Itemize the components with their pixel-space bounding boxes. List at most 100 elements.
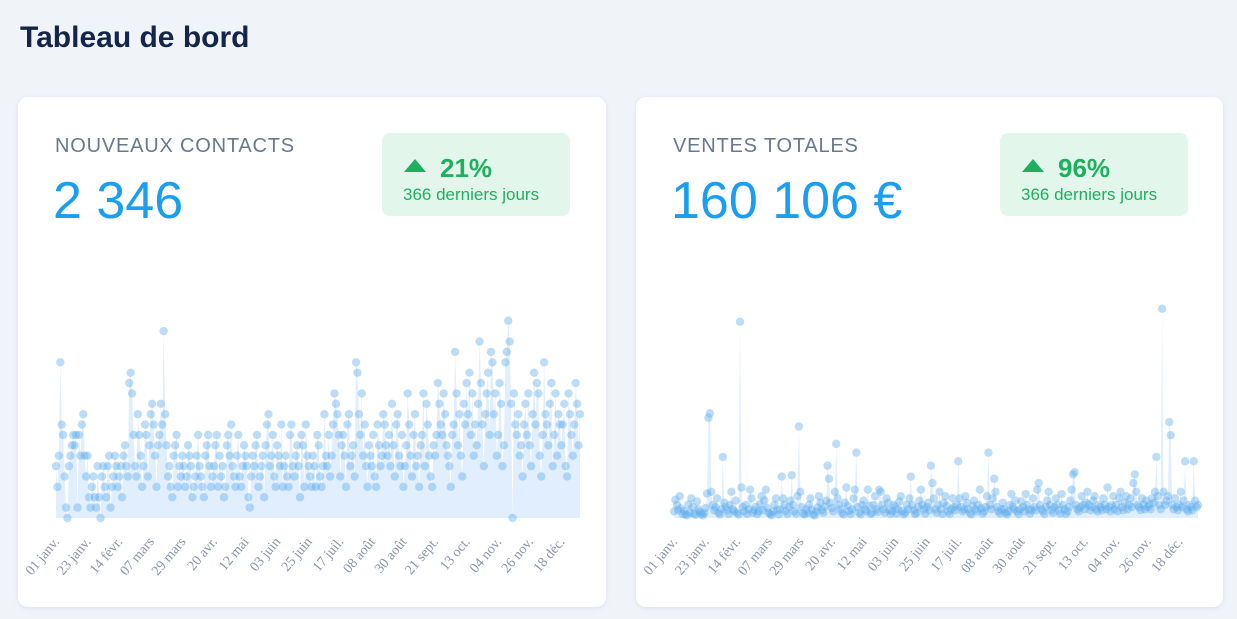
point bbox=[913, 502, 923, 512]
point bbox=[734, 510, 743, 519]
point bbox=[61, 503, 71, 512]
point bbox=[1081, 498, 1091, 507]
point bbox=[935, 487, 944, 497]
point bbox=[119, 451, 128, 460]
point bbox=[84, 493, 94, 502]
point bbox=[1078, 500, 1088, 510]
point bbox=[1140, 505, 1150, 514]
point bbox=[340, 451, 349, 460]
point bbox=[1176, 487, 1185, 497]
point bbox=[674, 505, 683, 515]
point bbox=[1132, 487, 1141, 497]
point bbox=[697, 509, 706, 519]
point bbox=[763, 503, 772, 513]
point bbox=[715, 510, 725, 519]
point bbox=[1024, 505, 1033, 514]
point bbox=[443, 451, 453, 460]
point bbox=[373, 420, 382, 429]
point bbox=[374, 441, 384, 450]
point bbox=[1178, 502, 1187, 512]
point bbox=[843, 501, 852, 510]
point bbox=[840, 498, 850, 507]
point bbox=[833, 494, 842, 503]
point bbox=[1004, 507, 1013, 516]
point bbox=[1083, 487, 1092, 497]
point bbox=[380, 420, 389, 429]
point bbox=[998, 498, 1007, 507]
point bbox=[879, 505, 888, 514]
point bbox=[389, 441, 398, 450]
change-value: 96% bbox=[1058, 153, 1110, 183]
point bbox=[280, 461, 289, 471]
point bbox=[156, 399, 165, 409]
point bbox=[916, 485, 926, 494]
point bbox=[997, 505, 1006, 514]
point bbox=[60, 472, 69, 481]
point bbox=[850, 485, 860, 494]
point bbox=[203, 430, 213, 440]
point bbox=[946, 505, 956, 514]
point bbox=[1129, 478, 1138, 488]
point bbox=[740, 507, 749, 516]
point bbox=[1182, 505, 1191, 514]
point bbox=[817, 505, 827, 515]
point bbox=[1027, 505, 1036, 515]
point bbox=[1101, 505, 1111, 514]
point bbox=[371, 482, 381, 492]
point bbox=[1038, 507, 1048, 516]
point bbox=[393, 409, 402, 419]
point bbox=[801, 505, 811, 514]
point bbox=[331, 399, 341, 409]
point bbox=[509, 389, 519, 398]
point bbox=[404, 420, 414, 429]
point bbox=[1134, 502, 1144, 512]
point bbox=[430, 451, 440, 460]
point bbox=[921, 509, 930, 518]
point bbox=[844, 506, 854, 516]
point bbox=[498, 461, 507, 471]
point bbox=[224, 430, 233, 440]
point bbox=[748, 508, 758, 517]
point bbox=[962, 498, 972, 507]
point bbox=[183, 441, 193, 450]
point bbox=[931, 505, 940, 514]
point bbox=[147, 399, 157, 409]
point bbox=[1146, 505, 1155, 514]
point bbox=[132, 472, 141, 481]
point bbox=[1035, 500, 1045, 510]
point bbox=[1068, 470, 1078, 479]
point bbox=[1053, 500, 1062, 510]
point bbox=[406, 451, 415, 460]
point bbox=[678, 509, 687, 519]
change-period: 366 derniers jours bbox=[403, 185, 539, 204]
point bbox=[400, 461, 410, 471]
point bbox=[902, 500, 911, 510]
point bbox=[687, 494, 696, 503]
point bbox=[810, 511, 819, 520]
point bbox=[126, 368, 135, 377]
point bbox=[109, 472, 118, 481]
point bbox=[265, 461, 275, 471]
point bbox=[905, 494, 914, 503]
point bbox=[718, 452, 728, 462]
point bbox=[70, 441, 79, 450]
point bbox=[966, 510, 976, 519]
point bbox=[1077, 492, 1086, 501]
point bbox=[399, 482, 408, 492]
point bbox=[313, 430, 322, 440]
point bbox=[303, 451, 312, 460]
point bbox=[969, 496, 979, 505]
point bbox=[714, 508, 723, 517]
point bbox=[218, 461, 227, 471]
point bbox=[958, 507, 967, 516]
point bbox=[806, 494, 815, 503]
point bbox=[712, 494, 722, 503]
point bbox=[458, 472, 467, 481]
card-title: VENTES TOTALES bbox=[673, 135, 859, 157]
point bbox=[384, 430, 394, 440]
point bbox=[514, 409, 523, 419]
point bbox=[557, 441, 566, 450]
point bbox=[512, 430, 522, 440]
point bbox=[478, 420, 487, 429]
